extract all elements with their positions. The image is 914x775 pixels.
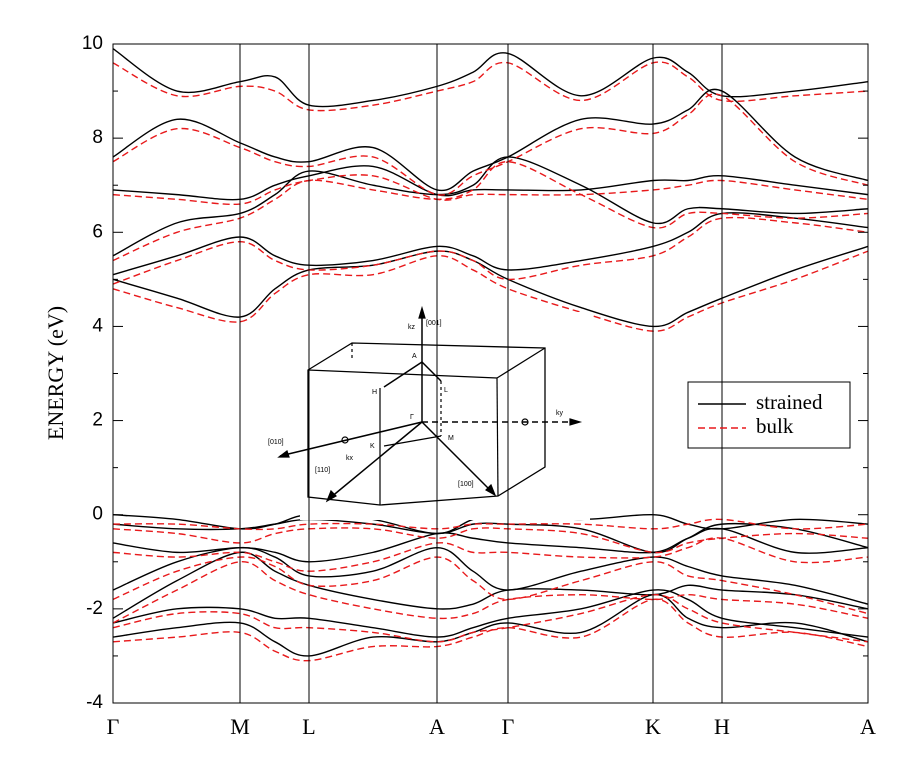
inset-label: A <box>412 353 417 360</box>
y-tick-label: 2 <box>92 410 103 431</box>
band-line <box>112 48 869 108</box>
band-line <box>112 518 869 531</box>
x-tick-label: M <box>230 714 250 739</box>
inset-label: [110] <box>315 467 330 474</box>
inset-label: M <box>448 435 454 442</box>
inset-label: [001] <box>426 320 442 327</box>
x-tick-label: A <box>860 714 876 739</box>
inset-label: K <box>370 443 375 450</box>
legend-frame <box>687 381 851 449</box>
band-line <box>112 594 869 643</box>
y-tick-label: 0 <box>92 504 103 525</box>
y-tick-label: -4 <box>86 692 103 713</box>
band-line <box>112 556 869 615</box>
inset-label: [010] <box>268 439 284 446</box>
x-tick-label: Γ <box>107 714 120 739</box>
y-axis-label: ENERGY (eV) <box>43 306 68 440</box>
band-line <box>112 160 869 262</box>
y-tick-label: 4 <box>92 315 103 336</box>
y-tick-label: 6 <box>92 221 103 242</box>
legend-label: bulk <box>756 414 794 438</box>
band-line <box>112 93 869 196</box>
band-line <box>112 212 869 276</box>
x-tick-label: L <box>302 714 315 739</box>
inset-label: Γ <box>410 414 414 421</box>
inset-label: kx <box>346 455 354 462</box>
x-tick-label: Γ <box>502 714 515 739</box>
band-line <box>112 537 869 572</box>
y-tick-label: -2 <box>86 598 103 619</box>
y-tick-label: 10 <box>82 33 103 54</box>
band-line <box>112 165 869 201</box>
y-tick-label: 8 <box>92 127 103 148</box>
band-line <box>112 527 869 554</box>
inset-label: H <box>372 389 377 396</box>
x-tick-label: A <box>429 714 445 739</box>
x-tick-label: H <box>714 714 730 739</box>
band-line <box>112 527 869 563</box>
inset-label: [100] <box>458 481 474 488</box>
band-line <box>112 156 869 257</box>
band-line <box>112 250 869 332</box>
inset-label: kz <box>408 324 416 331</box>
band-line <box>112 589 869 638</box>
band-line <box>112 216 869 285</box>
brillouin-zone-inset <box>277 305 590 520</box>
band-line <box>112 546 869 605</box>
band-line <box>112 88 869 192</box>
legend-label: strained <box>756 390 823 414</box>
band-line <box>112 174 869 206</box>
band-line <box>112 61 869 112</box>
inset-label: L <box>444 387 448 394</box>
band-line <box>112 518 869 554</box>
inset-label: ky <box>556 410 564 417</box>
band-line <box>112 561 869 624</box>
x-tick-label: K <box>645 714 661 739</box>
band-line <box>112 594 869 657</box>
